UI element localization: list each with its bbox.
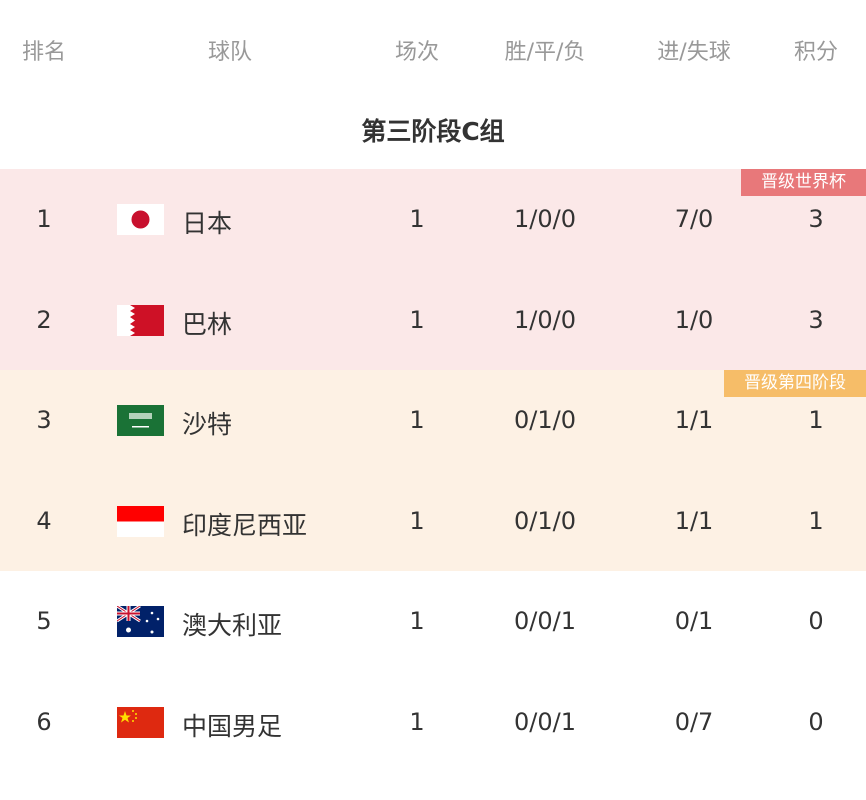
matches: 1 xyxy=(409,607,425,635)
matches: 1 xyxy=(409,306,425,334)
points: 0 xyxy=(808,607,824,635)
indonesia-flag-icon xyxy=(117,506,164,537)
goals: 1/1 xyxy=(674,406,714,434)
japan-flag-icon xyxy=(117,204,164,235)
rank: 3 xyxy=(36,406,52,434)
group-title: 第三阶段C组 xyxy=(361,117,505,146)
qualified-badge: 晋级世界杯 xyxy=(741,169,866,196)
team-name: 日本 xyxy=(182,209,233,238)
rank: 2 xyxy=(36,306,52,334)
points: 1 xyxy=(808,507,824,535)
table-row[interactable]: 晋级第四阶段 3 沙特 1 0/1/0 1/1 1 xyxy=(0,370,866,471)
goals: 7/0 xyxy=(674,205,714,233)
table-row[interactable]: 晋级世界杯 1 日本 1 1/0/0 7/0 3 xyxy=(0,169,866,270)
header-goals: 进/失球 xyxy=(657,40,731,65)
rank: 6 xyxy=(36,708,52,736)
win-draw-loss: 1/0/0 xyxy=(514,306,576,334)
rank: 5 xyxy=(36,607,52,635)
matches: 1 xyxy=(409,205,425,233)
team-name: 中国男足 xyxy=(182,712,283,741)
goals: 1/1 xyxy=(674,507,714,535)
playoff-badge: 晋级第四阶段 xyxy=(724,370,866,397)
points: 1 xyxy=(808,406,824,434)
table-header: 排名 球队 场次 胜/平/负 进/失球 积分 xyxy=(0,0,866,95)
header-team: 球队 xyxy=(207,40,253,65)
table-row[interactable]: 6 中国男足 1 0/0/1 0/7 0 xyxy=(0,672,866,773)
bahrain-flag-icon xyxy=(117,305,164,336)
win-draw-loss: 0/0/1 xyxy=(514,708,576,736)
header-wdl: 胜/平/负 xyxy=(504,40,586,65)
win-draw-loss: 1/0/0 xyxy=(514,205,576,233)
points: 3 xyxy=(808,306,824,334)
matches: 1 xyxy=(409,708,425,736)
table-row[interactable]: 4 印度尼西亚 1 0/1/0 1/1 1 xyxy=(0,471,866,572)
header-matches: 场次 xyxy=(394,40,440,65)
header-rank: 排名 xyxy=(21,40,67,65)
win-draw-loss: 0/1/0 xyxy=(514,406,576,434)
saudi-arabia-flag-icon xyxy=(117,405,164,436)
rank: 4 xyxy=(36,507,52,535)
points: 3 xyxy=(808,205,824,233)
team-name: 沙特 xyxy=(182,410,233,439)
goals: 0/1 xyxy=(674,607,714,635)
matches: 1 xyxy=(409,507,425,535)
points: 0 xyxy=(808,708,824,736)
australia-flag-icon xyxy=(117,606,164,637)
team-name: 澳大利亚 xyxy=(182,611,283,640)
team-name: 巴林 xyxy=(182,310,233,339)
table-row[interactable]: 5 澳大利亚 1 0/0/1 0/1 0 xyxy=(0,571,866,672)
goals: 1/0 xyxy=(674,306,714,334)
rank: 1 xyxy=(36,205,52,233)
header-points: 积分 xyxy=(793,40,839,65)
table-row[interactable]: 2 巴林 1 1/0/0 1/0 3 xyxy=(0,270,866,371)
china-flag-icon xyxy=(117,707,164,738)
team-name: 印度尼西亚 xyxy=(182,511,308,540)
win-draw-loss: 0/0/1 xyxy=(514,607,576,635)
matches: 1 xyxy=(409,406,425,434)
goals: 0/7 xyxy=(674,708,714,736)
win-draw-loss: 0/1/0 xyxy=(514,507,576,535)
